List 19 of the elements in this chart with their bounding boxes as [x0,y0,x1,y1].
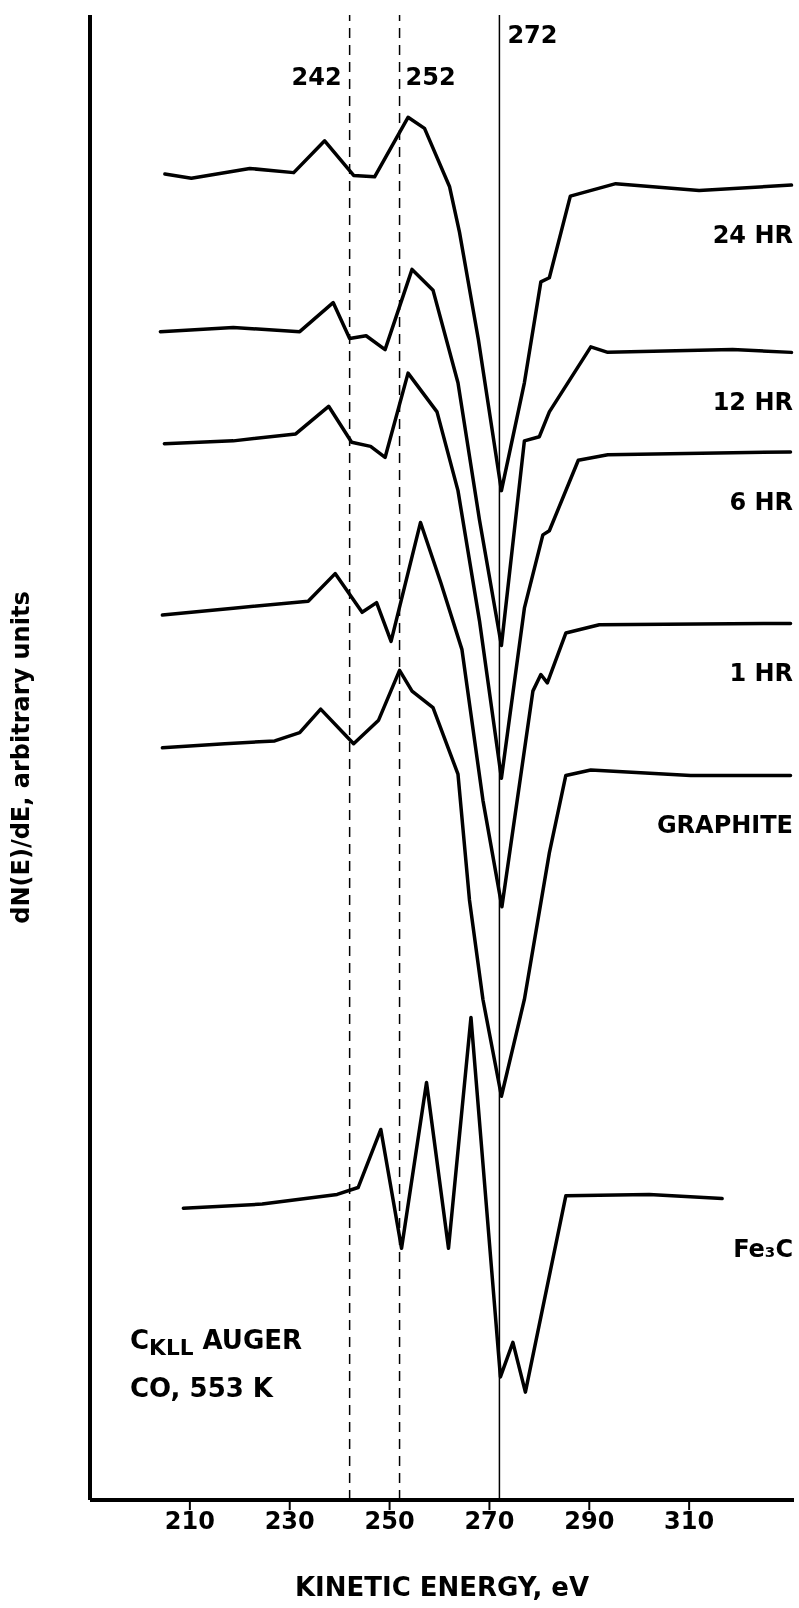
series-label: 24 HR [712,221,793,250]
x-axis-title: KINETIC ENERGY, eV [294,1572,590,1602]
x-tick-label: 230 [264,1507,315,1536]
x-tick-label: 210 [164,1507,215,1536]
series-label: GRAPHITE [656,811,793,840]
x-tick-label: 290 [564,1507,615,1536]
annotation: C$_{KLL}$ AUGER [130,1324,303,1363]
ref-line-label: 272 [507,21,558,49]
series-label: 12 HR [712,388,793,417]
series-label: 1 HR [729,659,793,688]
annotation: CO, 553 K [130,1372,275,1406]
series-label: 6 HR [729,487,793,516]
x-tick-label: 250 [364,1507,415,1536]
x-tick-label: 310 [664,1507,715,1536]
y-axis-title: dN(E)/dE, arbitrary units [6,591,35,924]
x-tick-label: 270 [464,1507,515,1536]
series-label: Fe₃C [733,1234,793,1263]
ref-line-label: 242 [291,63,342,91]
ref-line-label: 252 [405,63,456,91]
